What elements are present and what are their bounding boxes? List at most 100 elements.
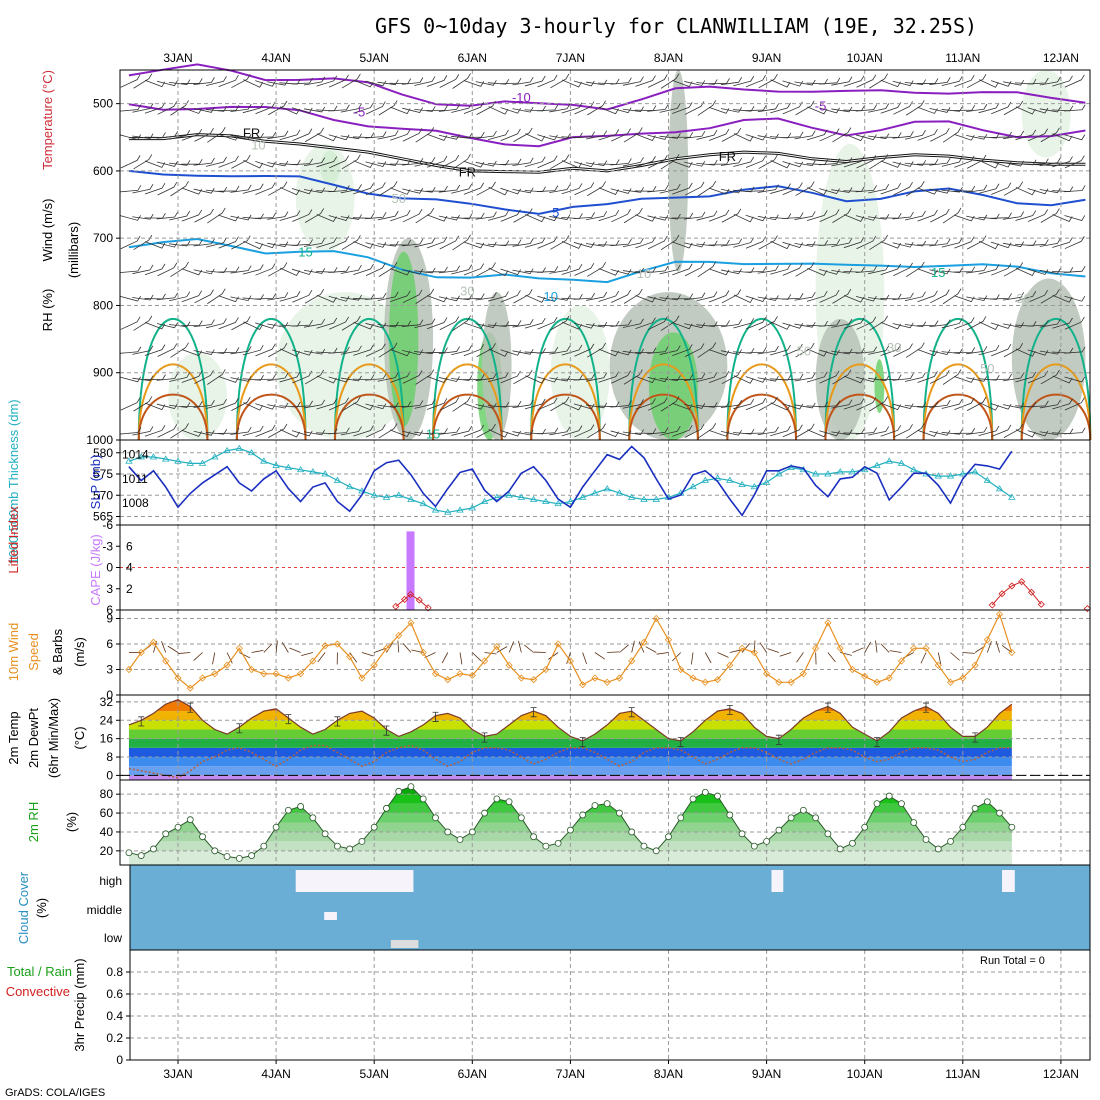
- wind-barb: [818, 400, 841, 408]
- wind-barb: [905, 342, 925, 358]
- wind-barb: [144, 182, 166, 195]
- wind-barb: [990, 212, 1012, 219]
- thickness-marker: [456, 506, 464, 513]
- wind-barb: [647, 397, 668, 411]
- wind-barb: [1064, 397, 1085, 411]
- wind-barb: [390, 209, 411, 222]
- rh-marker: [665, 833, 672, 841]
- wind-barb: [634, 186, 657, 192]
- x-tick-label-bottom: 12JAN: [1043, 1067, 1079, 1081]
- wind-barb: [550, 396, 570, 412]
- wind-barb: [475, 211, 497, 220]
- wind-barb: [365, 262, 386, 276]
- wind-barb: [451, 294, 473, 301]
- wind-barb: [832, 369, 852, 385]
- wind-barb: [205, 186, 228, 193]
- rh-marker: [922, 836, 930, 843]
- cape-tick-label: 4: [126, 561, 133, 575]
- wind-barb: [500, 128, 521, 142]
- wind-speed-marker: [186, 684, 194, 692]
- thickness-marker: [750, 482, 759, 490]
- wind-barb: [231, 154, 251, 169]
- wind-barb: [819, 370, 840, 384]
- wind-barb: [402, 188, 424, 194]
- thickness-tick-label: 575: [93, 467, 113, 481]
- thickness-marker: [431, 506, 440, 513]
- wind-barb: [328, 185, 350, 193]
- wind-barb-10m: [193, 652, 203, 661]
- rh-marker: [260, 842, 268, 850]
- wind-barb: [378, 342, 398, 358]
- wind-barb: [843, 375, 865, 384]
- thickness-marker: [1008, 493, 1016, 500]
- wind-barb: [991, 101, 1012, 115]
- wind-barb: [426, 133, 448, 141]
- wind-barb: [1040, 289, 1060, 304]
- wind-barb: [1039, 429, 1061, 436]
- thickness-marker: [186, 459, 194, 466]
- wind-barb: [524, 237, 546, 248]
- wind-barb: [463, 263, 485, 276]
- thickness-marker: [505, 491, 513, 498]
- wind-barb: [880, 344, 902, 356]
- wind-barb: [757, 184, 779, 193]
- wind-barb: [856, 74, 877, 88]
- wind-barb: [537, 134, 558, 141]
- wind-speed-marker: [640, 638, 648, 646]
- wind-barb-10m: [594, 652, 606, 660]
- wind-barb: [524, 317, 546, 329]
- wind-barb: [303, 76, 326, 86]
- wind-barb-10m: [317, 652, 326, 663]
- wind-barb: [893, 181, 913, 196]
- thickness-marker: [591, 489, 599, 496]
- wind-speed-marker: [223, 661, 231, 669]
- wind-barb: [868, 103, 890, 113]
- wind-barb: [218, 75, 239, 88]
- wind-barb: [1002, 79, 1025, 86]
- wind-barb: [929, 319, 951, 328]
- wind-barb: [328, 134, 350, 141]
- wind-barb: [1052, 375, 1073, 384]
- thickness-marker: [517, 493, 526, 500]
- wind-barb: [819, 289, 840, 303]
- wind-barb: [279, 78, 301, 85]
- thickness-tick-label: 570: [93, 488, 113, 502]
- wind-barb: [991, 182, 1012, 195]
- wind-barb: [365, 182, 386, 196]
- wind-barb: [1064, 134, 1086, 141]
- wind-barb: [598, 429, 619, 438]
- wind-barb: [144, 212, 166, 219]
- wind-barb: [709, 128, 730, 141]
- wind-barb: [316, 375, 337, 384]
- wind-barb: [720, 107, 742, 113]
- wind-speed-marker: [542, 665, 550, 674]
- rh-marker: [383, 804, 390, 812]
- wind-barb: [720, 157, 743, 166]
- wind-barb: [659, 294, 681, 301]
- wind-barb-10m: [518, 640, 522, 653]
- wind-barb: [402, 208, 423, 223]
- wind-barb: [353, 102, 374, 114]
- wind-barb: [352, 213, 375, 219]
- wind-barb: [610, 319, 632, 327]
- temp-minmax-bar: [628, 707, 635, 718]
- ylabel-ms: (m/s): [72, 637, 87, 667]
- wind-barb: [819, 128, 840, 142]
- wind-barb: [377, 402, 399, 409]
- isotherm-15: [726, 317, 798, 441]
- wind-barb: [843, 294, 865, 303]
- wind-speed-marker: [346, 653, 354, 661]
- wind-barb: [475, 292, 497, 301]
- wind-barb: [414, 429, 436, 435]
- wind-barb: [573, 403, 595, 410]
- x-tick-label-bottom: 10JAN: [847, 1067, 883, 1081]
- cloud-gap: [295, 870, 334, 892]
- wind-barb: [991, 263, 1012, 276]
- wind-barb: [439, 397, 460, 411]
- isotherm-15: [432, 317, 503, 441]
- wind-speed-marker: [333, 640, 341, 648]
- wind-barb: [598, 268, 619, 276]
- wind-barb: [782, 161, 804, 168]
- wind-barb: [537, 397, 558, 411]
- wind-barb: [377, 321, 399, 328]
